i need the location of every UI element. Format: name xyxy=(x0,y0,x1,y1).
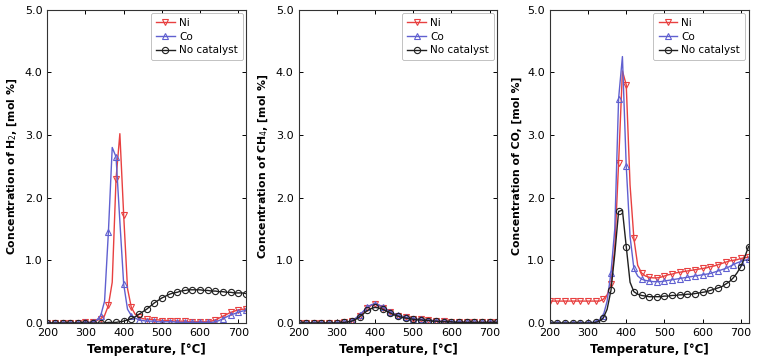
No catalyst xyxy=(493,320,502,325)
Ni xyxy=(599,297,608,302)
Ni xyxy=(96,316,105,321)
Ni xyxy=(744,255,753,259)
No catalyst xyxy=(744,244,753,249)
Line: No catalyst: No catalyst xyxy=(44,287,249,326)
Co xyxy=(222,315,231,319)
Co xyxy=(474,320,483,325)
Ni xyxy=(664,273,673,277)
Co xyxy=(42,321,52,325)
Line: Co: Co xyxy=(296,300,500,326)
No catalyst xyxy=(545,321,554,325)
Ni xyxy=(725,259,734,263)
Ni xyxy=(222,312,231,316)
Co xyxy=(618,54,627,59)
Line: Co: Co xyxy=(547,54,752,326)
Co xyxy=(664,278,673,283)
No catalyst xyxy=(618,208,627,212)
Co xyxy=(599,313,608,318)
Co xyxy=(668,278,677,282)
No catalyst xyxy=(42,321,52,325)
No catalyst xyxy=(184,288,193,292)
X-axis label: Temperature, [°C]: Temperature, [°C] xyxy=(87,344,206,357)
Co xyxy=(347,318,356,323)
No catalyst xyxy=(294,321,303,325)
Ni xyxy=(474,320,483,325)
No catalyst xyxy=(169,291,178,295)
Ni xyxy=(42,321,52,325)
Co xyxy=(294,321,303,325)
No catalyst xyxy=(242,291,251,296)
No catalyst xyxy=(412,318,421,322)
Co xyxy=(675,276,684,281)
Co xyxy=(371,302,380,306)
Ni xyxy=(416,317,425,321)
Co xyxy=(545,321,554,325)
No catalyst xyxy=(668,293,677,298)
No catalyst xyxy=(675,292,684,297)
Co xyxy=(493,320,502,325)
Ni xyxy=(675,270,684,274)
Ni xyxy=(371,302,380,306)
X-axis label: Temperature, [°C]: Temperature, [°C] xyxy=(590,344,709,357)
Ni xyxy=(668,272,677,276)
No catalyst xyxy=(222,290,231,294)
Ni xyxy=(347,318,356,323)
No catalyst xyxy=(96,321,105,325)
Ni xyxy=(115,131,124,136)
Ni xyxy=(294,321,303,325)
Co xyxy=(199,320,208,325)
Y-axis label: Concentration of CO, [mol %]: Concentration of CO, [mol %] xyxy=(512,77,522,256)
No catalyst xyxy=(347,319,356,323)
Ni xyxy=(702,266,711,270)
No catalyst xyxy=(664,294,673,298)
Ni xyxy=(165,318,174,323)
Ni xyxy=(412,317,421,321)
No catalyst xyxy=(371,305,380,310)
Ni xyxy=(451,320,460,324)
Ni xyxy=(242,307,251,311)
Co xyxy=(96,313,105,318)
Co xyxy=(451,320,460,324)
Co xyxy=(416,317,425,321)
No catalyst xyxy=(474,320,483,325)
Ni xyxy=(173,319,182,323)
Ni xyxy=(618,69,627,73)
Co xyxy=(412,317,421,321)
Legend: Ni, Co, No catalyst: Ni, Co, No catalyst xyxy=(653,13,745,60)
No catalyst xyxy=(599,316,608,320)
Co xyxy=(744,257,753,261)
Line: Ni: Ni xyxy=(44,131,249,326)
Line: Ni: Ni xyxy=(547,68,752,304)
Legend: Ni, Co, No catalyst: Ni, Co, No catalyst xyxy=(151,13,243,60)
Ni xyxy=(199,320,208,324)
No catalyst xyxy=(725,279,734,284)
Co xyxy=(242,308,251,313)
Co xyxy=(424,318,433,323)
Ni xyxy=(493,320,502,325)
Y-axis label: Concentration of CH$_4$, [mol %]: Concentration of CH$_4$, [mol %] xyxy=(257,74,271,259)
Line: Ni: Ni xyxy=(296,301,500,326)
Co xyxy=(165,320,174,324)
Y-axis label: Concentration of H$_2$, [mol %]: Concentration of H$_2$, [mol %] xyxy=(5,78,19,255)
Co xyxy=(702,272,711,276)
No catalyst xyxy=(161,294,171,298)
Ni xyxy=(161,318,171,323)
No catalyst xyxy=(451,320,460,325)
No catalyst xyxy=(416,318,425,322)
Line: No catalyst: No catalyst xyxy=(547,207,752,326)
Co xyxy=(173,320,182,325)
No catalyst xyxy=(702,290,711,294)
Ni xyxy=(424,318,433,322)
Co xyxy=(161,320,171,324)
Co xyxy=(725,264,734,269)
Line: Co: Co xyxy=(44,144,249,326)
No catalyst xyxy=(158,296,167,300)
Legend: Ni, Co, No catalyst: Ni, Co, No catalyst xyxy=(402,13,494,60)
Line: No catalyst: No catalyst xyxy=(296,304,500,326)
No catalyst xyxy=(199,288,208,292)
X-axis label: Temperature, [°C]: Temperature, [°C] xyxy=(339,344,457,357)
Ni xyxy=(545,299,554,303)
No catalyst xyxy=(424,318,433,323)
Co xyxy=(108,145,117,150)
